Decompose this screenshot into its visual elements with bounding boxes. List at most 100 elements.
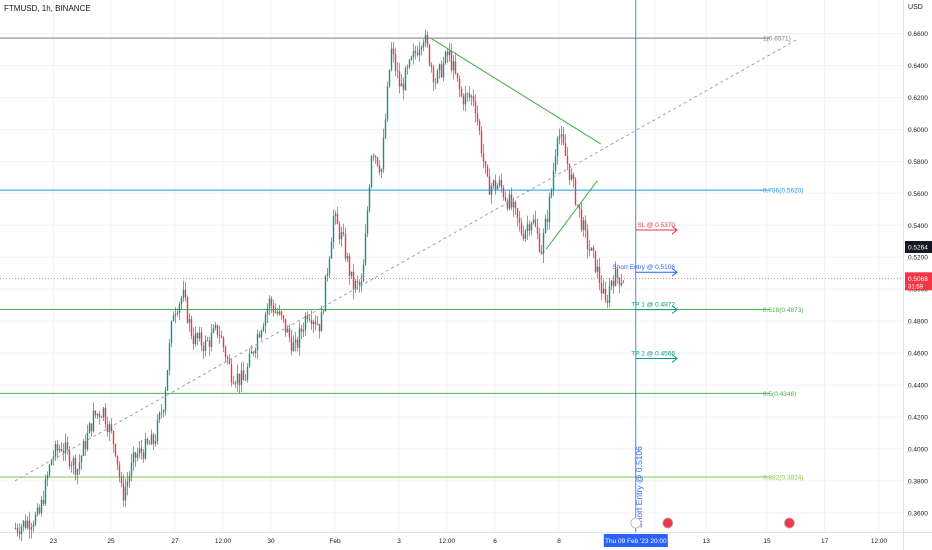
candle-body xyxy=(146,438,149,444)
candle-body xyxy=(56,443,59,451)
candle-body xyxy=(286,328,289,333)
candle-body xyxy=(516,208,519,218)
candle-body xyxy=(588,248,591,251)
tp2-arrow xyxy=(671,354,678,363)
candle-body xyxy=(366,210,369,234)
y-tick-label: 0.3800 xyxy=(908,478,928,485)
candle-body xyxy=(298,328,301,348)
x-tick-label: 17 xyxy=(821,538,829,545)
fib-382-label: 0.382(0.3824) xyxy=(763,475,803,482)
candle-body xyxy=(380,169,383,173)
y-tick-label: 0.6400 xyxy=(908,63,928,70)
candle-body xyxy=(554,156,557,171)
candle-body xyxy=(44,479,47,504)
candle-body xyxy=(258,334,261,338)
current-price-box xyxy=(905,240,932,253)
candle-body xyxy=(46,475,49,480)
candle-body xyxy=(568,163,571,180)
candle-body xyxy=(184,289,187,298)
candle-body xyxy=(360,281,363,285)
candle-body xyxy=(350,271,353,276)
candle-body xyxy=(38,507,41,514)
candle-body xyxy=(88,423,91,434)
event-icon xyxy=(784,517,795,529)
candle-body xyxy=(470,96,473,98)
candle-body xyxy=(66,442,69,450)
candle-body xyxy=(300,328,303,332)
candle-body xyxy=(228,358,231,364)
candle-body xyxy=(318,323,321,332)
x-tick-label: 12:00 xyxy=(439,538,456,545)
candle-body xyxy=(324,275,327,312)
candle-body xyxy=(142,452,145,459)
candle-body xyxy=(108,424,111,433)
candle-body xyxy=(236,373,239,384)
candle-body xyxy=(292,342,295,352)
candle-body xyxy=(164,390,167,411)
candle-body xyxy=(276,311,279,314)
candle-body xyxy=(124,486,127,501)
candle-body xyxy=(608,286,611,303)
candle-body xyxy=(262,325,265,331)
candle-body xyxy=(244,379,247,381)
tp2-label: TP 2 @ 0.4566 xyxy=(631,351,675,358)
candle-body xyxy=(494,180,497,190)
candle-body xyxy=(290,337,293,352)
fib-1-label: 1(0.6571) xyxy=(763,36,791,43)
candle-body xyxy=(234,383,237,385)
candle-body xyxy=(524,230,527,239)
candle-body xyxy=(358,282,361,285)
fib-5-label: 0.5(0.4348) xyxy=(763,391,796,398)
candle-body xyxy=(254,349,257,354)
candle-body xyxy=(270,298,273,306)
candle-body xyxy=(508,194,511,209)
candle-body xyxy=(48,465,51,476)
candle-body xyxy=(602,288,605,294)
candle-body xyxy=(76,469,79,475)
candle-body xyxy=(378,165,381,173)
candle-body xyxy=(86,433,89,450)
candle-body xyxy=(158,412,161,420)
candle-body xyxy=(138,448,141,454)
candle-body xyxy=(154,441,157,444)
candle-body xyxy=(426,34,429,45)
candle-body xyxy=(414,50,417,54)
candle-body xyxy=(448,50,451,56)
candle-body xyxy=(242,370,245,381)
candle-body xyxy=(434,82,437,83)
candle-body xyxy=(382,137,385,170)
candle-body xyxy=(618,277,621,286)
candle-body xyxy=(486,166,489,177)
candle-body xyxy=(172,315,175,322)
candle-body xyxy=(458,78,461,89)
candle-body xyxy=(342,232,345,235)
candle-body xyxy=(452,61,455,71)
candle-body xyxy=(268,298,271,309)
candle-body xyxy=(18,531,21,534)
x-tick-label: 12:00 xyxy=(215,538,232,545)
candle-body xyxy=(356,280,359,283)
tp1-label: TP 1 @ 0.4872 xyxy=(631,302,675,309)
candle-body xyxy=(78,462,81,470)
candle-body xyxy=(584,220,587,231)
candle-body xyxy=(392,48,395,54)
candle-body xyxy=(436,70,439,83)
candle-body xyxy=(504,197,507,201)
candle-body xyxy=(352,271,355,290)
candle-body xyxy=(478,121,481,131)
candle-body xyxy=(614,269,617,287)
candle-body xyxy=(240,370,243,385)
candle-body xyxy=(398,71,401,87)
candle-body xyxy=(556,138,559,157)
current-price-value: 0.5264 xyxy=(908,244,928,251)
candle-body xyxy=(544,218,547,234)
candle-body xyxy=(40,499,43,514)
candle-body xyxy=(136,453,139,458)
candle-body xyxy=(198,332,201,339)
candle-body xyxy=(50,459,53,466)
candle-body xyxy=(214,325,217,329)
candle-body xyxy=(460,88,463,97)
fib-618-label: 0.618(0.4873) xyxy=(763,307,803,314)
candle-body xyxy=(260,330,263,338)
